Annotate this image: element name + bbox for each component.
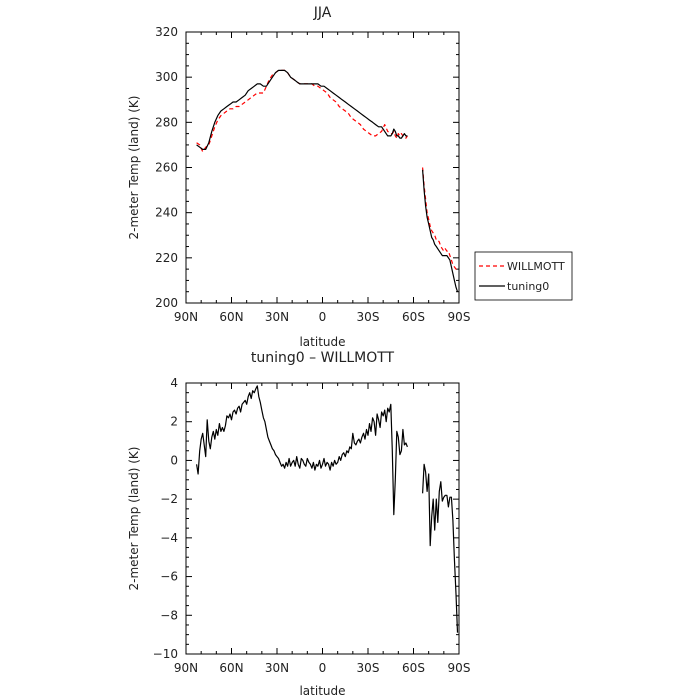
bottom-y-tick-label: 2 [170,415,178,429]
top-y-axis-label: 2-meter Temp (land) (K) [127,96,141,240]
top-series-line-tuning0 [422,169,459,292]
top-panel: JJA latitude 2-meter Temp (land) (K) 90N… [127,5,573,349]
bottom-series-line-series-0 [422,463,459,633]
bottom-y-tick-label: −10 [153,647,178,661]
bottom-series-line-series-0 [196,385,408,516]
bottom-panel: tuning0 – WILLMOTT latitude 2-meter Temp… [127,350,470,698]
top-y-tick-label: 300 [155,70,178,84]
top-x-tick-label: 90S [448,310,471,324]
bottom-y-tick-label: −4 [160,531,178,545]
bottom-x-tick-label: 90N [174,661,198,675]
top-series-line-tuning0 [196,69,408,150]
top-y-tick-label: 200 [155,296,178,310]
top-axis-ticks: 90N 60N 30N 0 30S 60S 90S 200 220 240 260 280 300 320 [155,25,470,324]
top-x-tick-label: 60S [402,310,425,324]
top-y-tick-label: 320 [155,25,178,39]
legend-box [474,251,573,301]
bottom-y-tick-label: −2 [160,492,178,506]
top-x-tick-label: 60N [219,310,243,324]
bottom-y-tick-label: 4 [170,376,178,390]
bottom-x-tick-label: 30N [265,661,289,675]
bottom-y-tick-label: −8 [160,608,178,622]
legend-label-tuning0: tuning0 [507,280,549,293]
legend: WILLMOTT tuning0 [474,251,573,301]
bottom-plot-frame [185,382,460,655]
bottom-chart-title: tuning0 – WILLMOTT [251,350,395,366]
top-y-tick-label: 240 [155,206,178,220]
bottom-x-tick-label: 60S [402,661,425,675]
top-plot-frame [185,31,460,304]
top-series-line-willmott [196,69,408,153]
top-x-tick-label: 0 [319,310,327,324]
bottom-x-tick-label: 90S [448,661,471,675]
top-series-group [196,69,459,292]
top-y-tick-label: 220 [155,251,178,265]
bottom-y-axis-label: 2-meter Temp (land) (K) [127,447,141,591]
top-x-tick-label: 30N [265,310,289,324]
top-x-tick-label: 90N [174,310,198,324]
bottom-x-tick-label: 30S [357,661,380,675]
bottom-x-axis-label: latitude [299,684,345,698]
legend-label-willmott: WILLMOTT [507,260,565,273]
bottom-series-group [196,385,459,633]
top-y-tick-label: 280 [155,115,178,129]
top-y-tick-label: 260 [155,161,178,175]
bottom-axis-ticks: 90N 60N 30N 0 30S 60S 90S −10 −8 −6 −4 −2 0 2 4 [153,376,471,675]
bottom-x-tick-label: 60N [219,661,243,675]
top-x-axis-label: latitude [299,335,345,349]
top-series-line-willmott [422,167,458,270]
bottom-y-tick-label: −6 [160,570,178,584]
bottom-y-tick-label: 0 [170,453,178,467]
bottom-x-tick-label: 0 [319,661,327,675]
top-x-tick-label: 30S [357,310,380,324]
top-chart-title: JJA [313,5,332,21]
